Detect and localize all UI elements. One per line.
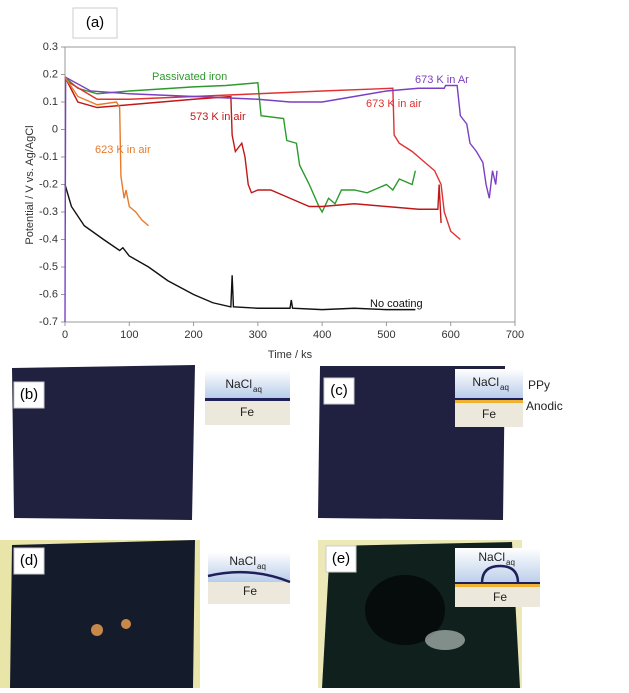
series-line [64,76,150,227]
y-tick-label: -0.5 [39,261,58,273]
series-line [64,79,461,241]
x-tick-label: 400 [313,329,331,341]
substrate-label: Fe [243,584,257,598]
liquid-label: NaCl [472,375,499,389]
panel-c: (c) NaCl aq Fe PPy Anodic [318,366,563,520]
coating [205,398,290,401]
substrate-label: Fe [493,590,507,604]
panel-label: (a) [86,14,104,31]
panel-label-box [13,381,45,409]
liquid-layer [205,370,290,398]
y-tick-label: 0.2 [43,68,58,80]
liquid-sub: aq [257,562,266,571]
liquid-layer [455,369,523,398]
x-axis-label: Time / ks [268,349,313,361]
series-line [64,76,442,224]
layer-label: PPy [528,378,550,392]
y-tick-label: -0.4 [39,233,58,245]
panel-label: (b) [20,386,38,403]
fe-layer [455,587,540,607]
series-label: Passivated iron [152,71,227,83]
x-tick-label: 600 [442,329,460,341]
liquid-sub: aq [253,385,262,394]
fe-layer [455,403,523,427]
fe-layer [208,582,290,604]
fe-layer [205,401,290,425]
y-tick-label: 0.1 [43,96,58,108]
panel-label: (c) [330,382,348,399]
panel-e: (e) NaCl aq Fe [318,540,540,688]
x-tick-label: 200 [184,329,202,341]
photo [10,540,195,688]
anodic-layer [455,400,523,403]
substrate-label: Fe [482,407,496,421]
series-label: 623 K in air [95,144,151,156]
reflection [425,630,465,650]
x-tick-label: 700 [506,329,524,341]
x-tick-label: 0 [62,329,68,341]
series-label: No coating [370,298,423,310]
layer-label: Anodic [526,399,563,413]
y-tick-label: -0.6 [39,288,58,300]
coating [207,570,291,584]
panel-d: (d) NaCl aq Fe [0,540,291,688]
y-tick-label: -0.7 [39,316,58,328]
x-tick-label: 500 [377,329,395,341]
rust-spot [121,619,131,629]
plot-frame [64,46,516,323]
x-tick-label: 300 [249,329,267,341]
substrate-label: Fe [240,405,254,419]
blister [480,564,520,584]
coating [455,398,523,400]
liquid-sub: aq [500,383,509,392]
panel-label-box [13,547,45,575]
y-tick-label: -0.3 [39,206,58,218]
series-line [64,184,416,311]
liquid-sub: aq [506,558,515,567]
y-tick-label: 0 [52,123,58,135]
panel-label-box [325,545,357,573]
photo [12,365,195,520]
liquid-label: NaCl [478,550,505,564]
series-label: 673 K in Ar [415,74,469,86]
anodic-layer [455,584,540,587]
x-tick-label: 100 [120,329,138,341]
y-tick-label: -0.1 [39,151,58,163]
y-axis-label: Potential / V vs. Ag/AgCl [24,125,36,244]
liquid-label: NaCl [225,377,252,391]
panel-label: (e) [332,550,350,567]
y-tick-label: 0.3 [43,41,58,53]
series-label: 573 K in air [190,111,246,123]
dark-area [365,575,445,645]
panel-label-box [72,7,118,39]
series-line [64,76,417,214]
rust-spot [91,624,103,636]
liquid-label: NaCl [229,554,256,568]
panel-b: (b) NaCl aq Fe [12,365,290,520]
series-line [64,76,498,323]
panel-label-box [323,377,355,405]
panel-label: (d) [20,552,38,569]
y-tick-label: -0.2 [39,178,58,190]
series-label: 673 K in air [366,98,422,110]
